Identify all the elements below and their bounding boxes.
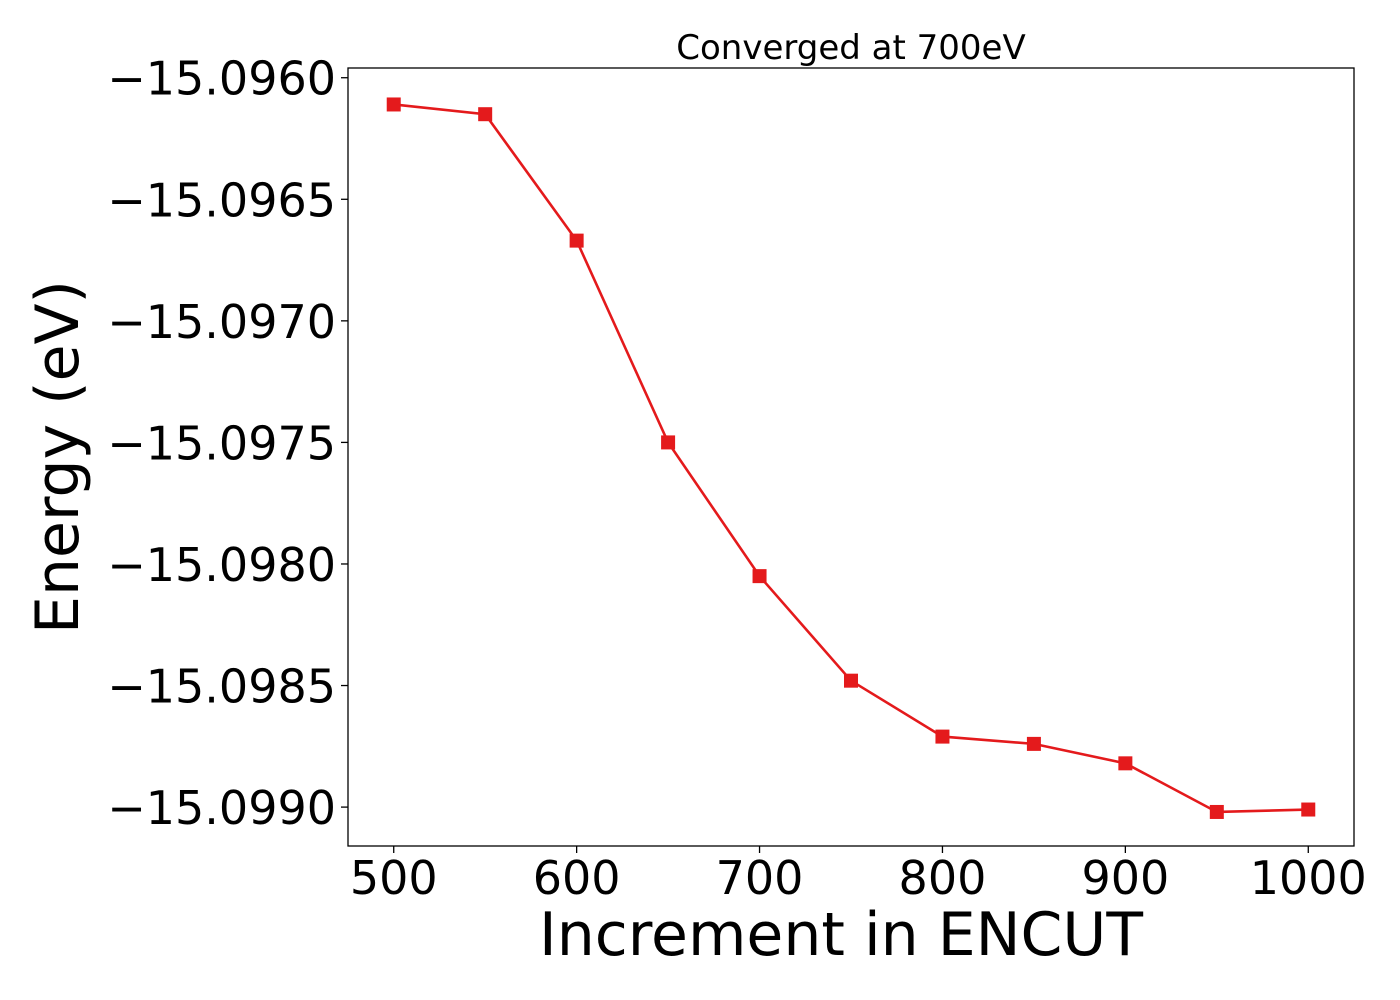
x-tick-label: 700	[716, 851, 804, 905]
data-point-marker	[752, 569, 767, 584]
x-tick-label: 1000	[1250, 851, 1367, 905]
y-tick-label: −15.0970	[107, 295, 336, 349]
x-axis: 500 600 700 800 900 1000	[350, 846, 1367, 905]
x-tick-label: 800	[899, 851, 987, 905]
plot-area	[386, 97, 1316, 819]
data-point-marker	[1301, 802, 1316, 817]
y-tick-label: −15.0965	[107, 173, 336, 227]
data-point-marker	[844, 673, 858, 688]
series-line	[393, 103, 1309, 814]
data-point-marker	[661, 435, 676, 450]
plot-frame	[347, 67, 1355, 847]
chart-title: Converged at 700eV	[676, 28, 1025, 68]
x-tick-label: 500	[350, 851, 438, 905]
y-tick-label: −15.0990	[107, 781, 336, 835]
data-point-marker	[1209, 804, 1224, 819]
data-point-marker	[569, 233, 584, 248]
data-point-marker	[386, 97, 401, 112]
y-axis-label: Energy (eV)	[23, 280, 93, 634]
data-point-marker	[1118, 756, 1133, 771]
x-tick-label: 900	[1081, 851, 1169, 905]
x-tick-label: 600	[533, 851, 621, 905]
y-axis: −15.0960 −15.0965 −15.0970 −15.0975 −15.0980…	[107, 52, 348, 835]
y-tick-label: −15.0960	[107, 52, 336, 106]
y-tick-label: −15.0985	[107, 660, 336, 714]
x-axis-label: Increment in ENCUT	[539, 900, 1143, 970]
data-point-marker	[478, 107, 493, 122]
data-point-marker	[935, 729, 950, 744]
data-point-marker	[1026, 736, 1041, 751]
y-tick-label: −15.0980	[107, 538, 336, 592]
y-tick-label: −15.0975	[107, 416, 336, 470]
